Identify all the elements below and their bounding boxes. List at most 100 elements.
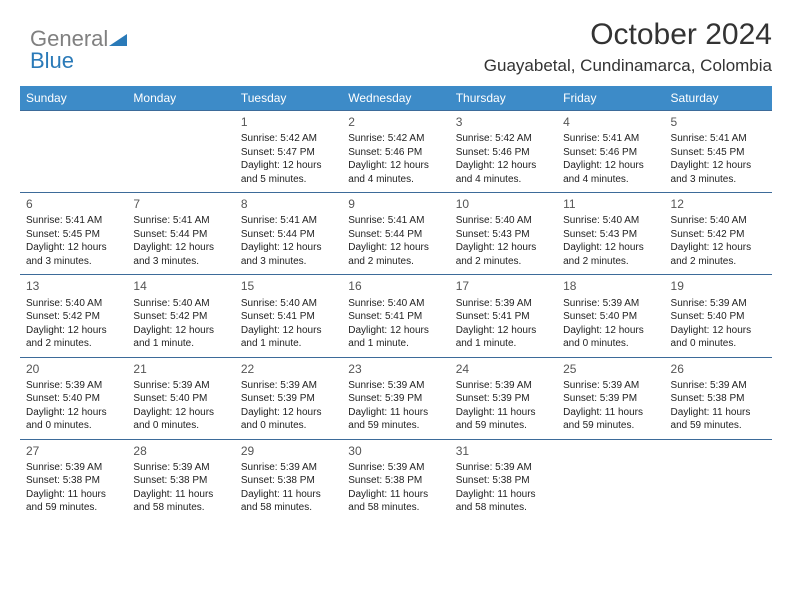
sunset-text: Sunset: 5:38 PM [348,474,443,488]
calendar-day-cell: 1Sunrise: 5:42 AMSunset: 5:47 PMDaylight… [235,111,342,193]
sunrise-text: Sunrise: 5:39 AM [563,379,658,393]
day-number: 10 [456,196,551,212]
sunrise-text: Sunrise: 5:40 AM [456,214,551,228]
daylight-text: Daylight: 12 hours and 0 minutes. [26,406,121,433]
sunrise-text: Sunrise: 5:39 AM [563,297,658,311]
calendar-day-cell: 18Sunrise: 5:39 AMSunset: 5:40 PMDayligh… [557,275,664,357]
sunrise-text: Sunrise: 5:40 AM [133,297,228,311]
day-number: 22 [241,361,336,377]
sunset-text: Sunset: 5:43 PM [456,228,551,242]
sunset-text: Sunset: 5:44 PM [348,228,443,242]
sunset-text: Sunset: 5:46 PM [456,146,551,160]
calendar-day-cell: 8 Sunrise: 5:41 AMSunset: 5:44 PMDaylight… [235,193,342,275]
day-number: 5 [671,114,766,130]
header: GeneralBlue October 2024 Guayabetal, Cun… [20,18,772,76]
sunset-text: Sunset: 5:45 PM [26,228,121,242]
calendar-day-cell: 15Sunrise: 5:40 AMSunset: 5:41 PMDayligh… [235,275,342,357]
daylight-text: Daylight: 11 hours and 59 minutes. [671,406,766,433]
sunset-text: Sunset: 5:42 PM [133,310,228,324]
day-header: Tuesday [235,86,342,111]
sunrise-text: Sunrise: 5:40 AM [671,214,766,228]
sunset-text: Sunset: 5:38 PM [241,474,336,488]
day-number: 15 [241,278,336,294]
sunset-text: Sunset: 5:46 PM [348,146,443,160]
day-number: 18 [563,278,658,294]
day-number: 8 [241,196,336,212]
sunset-text: Sunset: 5:46 PM [563,146,658,160]
daylight-text: Daylight: 11 hours and 59 minutes. [348,406,443,433]
calendar-week-row: 6Sunrise: 5:41 AMSunset: 5:45 PMDaylight… [20,193,772,275]
sunrise-text: Sunrise: 5:40 AM [241,297,336,311]
daylight-text: Daylight: 12 hours and 0 minutes. [241,406,336,433]
daylight-text: Daylight: 12 hours and 2 minutes. [348,241,443,268]
calendar-day-cell: 21Sunrise: 5:39 AMSunset: 5:40 PMDayligh… [127,357,234,439]
calendar-day-cell [20,111,127,193]
daylight-text: Daylight: 12 hours and 4 minutes. [563,159,658,186]
day-number: 25 [563,361,658,377]
sunrise-text: Sunrise: 5:41 AM [563,132,658,146]
sunrise-text: Sunrise: 5:41 AM [671,132,766,146]
sunrise-text: Sunrise: 5:39 AM [26,379,121,393]
calendar-day-cell: 9 Sunrise: 5:41 AMSunset: 5:44 PMDaylight… [342,193,449,275]
calendar-table: Sunday Monday Tuesday Wednesday Thursday… [20,86,772,521]
calendar-day-cell: 7Sunrise: 5:41 AMSunset: 5:44 PMDaylight… [127,193,234,275]
calendar-week-row: 13Sunrise: 5:40 AMSunset: 5:42 PMDayligh… [20,275,772,357]
day-number: 1 [241,114,336,130]
sunset-text: Sunset: 5:43 PM [563,228,658,242]
sunset-text: Sunset: 5:41 PM [456,310,551,324]
sunrise-text: Sunrise: 5:39 AM [133,379,228,393]
sunset-text: Sunset: 5:41 PM [348,310,443,324]
daylight-text: Daylight: 11 hours and 58 minutes. [348,488,443,515]
calendar-page: GeneralBlue October 2024 Guayabetal, Cun… [0,0,792,539]
day-header: Monday [127,86,234,111]
calendar-week-row: 20Sunrise: 5:39 AMSunset: 5:40 PMDayligh… [20,357,772,439]
day-number: 4 [563,114,658,130]
daylight-text: Daylight: 12 hours and 3 minutes. [26,241,121,268]
sunrise-text: Sunrise: 5:41 AM [133,214,228,228]
calendar-day-cell [127,111,234,193]
daylight-text: Daylight: 12 hours and 3 minutes. [671,159,766,186]
calendar-day-cell: 22Sunrise: 5:39 AMSunset: 5:39 PMDayligh… [235,357,342,439]
day-header-row: Sunday Monday Tuesday Wednesday Thursday… [20,86,772,111]
calendar-body: 1Sunrise: 5:42 AMSunset: 5:47 PMDaylight… [20,111,772,522]
sunrise-text: Sunrise: 5:39 AM [456,379,551,393]
daylight-text: Daylight: 12 hours and 2 minutes. [26,324,121,351]
day-number: 12 [671,196,766,212]
day-number: 17 [456,278,551,294]
sunrise-text: Sunrise: 5:39 AM [456,461,551,475]
daylight-text: Daylight: 12 hours and 3 minutes. [133,241,228,268]
sunset-text: Sunset: 5:45 PM [671,146,766,160]
day-number: 9 [348,196,443,212]
daylight-text: Daylight: 12 hours and 3 minutes. [241,241,336,268]
location: Guayabetal, Cundinamarca, Colombia [484,56,772,76]
calendar-day-cell: 17Sunrise: 5:39 AMSunset: 5:41 PMDayligh… [450,275,557,357]
sunrise-text: Sunrise: 5:41 AM [241,214,336,228]
sunset-text: Sunset: 5:44 PM [241,228,336,242]
sunrise-text: Sunrise: 5:39 AM [348,379,443,393]
calendar-day-cell: 24Sunrise: 5:39 AMSunset: 5:39 PMDayligh… [450,357,557,439]
calendar-day-cell: 3Sunrise: 5:42 AMSunset: 5:46 PMDaylight… [450,111,557,193]
daylight-text: Daylight: 12 hours and 1 minute. [241,324,336,351]
day-number: 6 [26,196,121,212]
day-number: 23 [348,361,443,377]
daylight-text: Daylight: 11 hours and 59 minutes. [563,406,658,433]
daylight-text: Daylight: 12 hours and 2 minutes. [563,241,658,268]
day-number: 20 [26,361,121,377]
sunrise-text: Sunrise: 5:39 AM [348,461,443,475]
calendar-day-cell: 26Sunrise: 5:39 AMSunset: 5:38 PMDayligh… [665,357,772,439]
daylight-text: Daylight: 12 hours and 1 minute. [133,324,228,351]
daylight-text: Daylight: 11 hours and 58 minutes. [456,488,551,515]
calendar-day-cell: 29Sunrise: 5:39 AMSunset: 5:38 PMDayligh… [235,439,342,521]
calendar-day-cell: 11Sunrise: 5:40 AMSunset: 5:43 PMDayligh… [557,193,664,275]
sunrise-text: Sunrise: 5:41 AM [348,214,443,228]
sunset-text: Sunset: 5:38 PM [671,392,766,406]
day-number: 30 [348,443,443,459]
day-number: 21 [133,361,228,377]
calendar-day-cell: 14Sunrise: 5:40 AMSunset: 5:42 PMDayligh… [127,275,234,357]
sunrise-text: Sunrise: 5:42 AM [241,132,336,146]
calendar-day-cell [665,439,772,521]
sunset-text: Sunset: 5:40 PM [133,392,228,406]
calendar-day-cell: 6Sunrise: 5:41 AMSunset: 5:45 PMDaylight… [20,193,127,275]
sunrise-text: Sunrise: 5:39 AM [241,379,336,393]
calendar-day-cell: 5 Sunrise: 5:41 AMSunset: 5:45 PMDaylight… [665,111,772,193]
